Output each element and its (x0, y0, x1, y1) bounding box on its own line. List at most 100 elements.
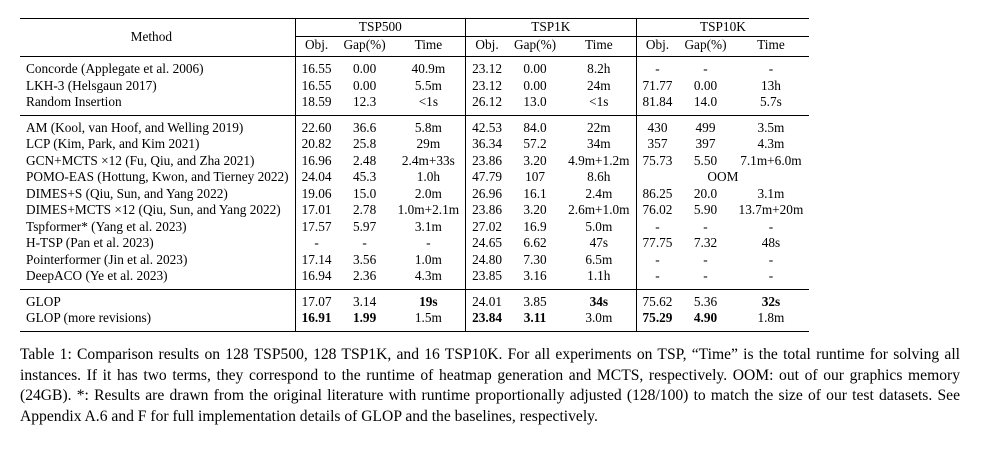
value-cell: 32s (732, 288, 810, 310)
best-value: 3.11 (523, 310, 547, 325)
value-cell: 22m (562, 114, 637, 136)
value-cell: 17.14 (294, 251, 338, 268)
method-cell: LKH-3 (Helsgaun 2017) (26, 77, 157, 93)
method-cell: DIMES+MCTS ×12 (Qiu, Sun, and Yang 2022) (26, 202, 281, 217)
value-cell: 12.3 (352, 94, 377, 109)
group-header-tsp500: TSP500 (294, 18, 466, 37)
value-cell: 13.0 (523, 94, 547, 109)
value-cell: 0.00 (337, 56, 392, 78)
table-row: Concorde (Applegate et al. 2006) 16.55 0.0… (20, 56, 810, 78)
value-cell: 23.86 (465, 202, 508, 219)
value-cell: 19s (391, 288, 466, 310)
value-cell: 2.4m+33s (401, 152, 455, 168)
value-cell: - (426, 235, 431, 250)
method-cell: Random Insertion (26, 94, 122, 109)
method-cell: GLOP (more revisions) (20, 310, 296, 332)
value-cell: 47.79 (465, 169, 508, 186)
value-cell: - (732, 56, 810, 78)
value-cell: - (768, 268, 774, 283)
value-cell: 18.59 (294, 94, 338, 115)
value-cell: 75.29 (635, 310, 679, 332)
value-cell: 23.12 (465, 56, 508, 78)
value-cell: 22.60 (294, 114, 338, 136)
best-value: 23.84 (472, 310, 502, 325)
value-cell: 430 (635, 114, 679, 136)
value-cell: 24.01 (465, 288, 508, 310)
value-cell: 14.0 (693, 94, 718, 109)
value-cell: 17.57 (294, 218, 338, 235)
value-cell: 57.2 (523, 136, 547, 151)
value-cell: 3.56 (352, 251, 377, 267)
value-cell: - (768, 218, 774, 234)
value-cell: 1.0m+2.1m (397, 202, 460, 217)
value-cell: 2.48 (352, 152, 377, 168)
value-cell: - (703, 218, 708, 234)
table-row: DIMES+S (Qiu, Sun, and Yang 2022) 19.06 15… (20, 185, 809, 202)
value-cell: 13h (760, 77, 781, 93)
method-cell: LCP (Kim, Park, and Kim 2021) (26, 136, 200, 151)
method-cell: POMO-EAS (Hottung, Kwon, and Tierney 202… (26, 169, 289, 184)
value-cell: 5.8m (391, 114, 466, 136)
value-cell: 1.0h (416, 169, 440, 184)
subheader-obj: Obj. (294, 36, 338, 57)
best-value: 32s (761, 293, 781, 309)
value-cell: 2.0m (414, 185, 442, 201)
value-cell: 5.5m (414, 77, 442, 93)
method-cell: Tspformer* (Yang et al. 2023) (26, 218, 187, 234)
value-cell: 84.0 (508, 114, 563, 136)
value-cell: 2.36 (352, 268, 377, 283)
value-cell: 23.84 (465, 310, 508, 332)
value-cell: 23.86 (465, 152, 508, 169)
results-table: Method TSP500 TSP1K TSP10K Obj. Gap(%) T… (20, 18, 810, 332)
method-cell: H-TSP (Pan et al. 2023) (26, 235, 154, 250)
value-cell: 16.55 (294, 56, 338, 78)
method-cell: AM (Kool, van Hoof, and Welling 2019) (20, 114, 296, 136)
value-cell: 3.20 (523, 202, 547, 217)
table-row: GCN+MCTS ×12 (Fu, Qiu, and Zha 2021) 16.9… (20, 152, 809, 169)
value-cell: 3.1m (757, 185, 785, 201)
value-cell: 3.1m (414, 218, 442, 234)
value-cell: 6.62 (523, 235, 547, 250)
method-cell: GCN+MCTS ×12 (Fu, Qiu, and Zha 2021) (26, 152, 255, 168)
value-cell: 4.9m+1.2m (568, 152, 630, 168)
table-row: POMO-EAS (Hottung, Kwon, and Tierney 202… (20, 169, 810, 186)
value-cell: 3.20 (523, 152, 547, 168)
subheader-obj: Obj. (635, 36, 679, 57)
value-cell: 16.96 (294, 152, 338, 169)
value-cell: 499 (678, 114, 733, 136)
value-cell: 3.16 (523, 268, 547, 283)
value-cell: <1s (589, 94, 609, 109)
value-cell: 23.85 (465, 268, 508, 289)
value-cell: 8.6h (587, 169, 611, 184)
table-row: LKH-3 (Helsgaun 2017) 16.55 0.00 5.5m 23.12 0… (20, 77, 809, 94)
value-cell: 42.53 (465, 114, 508, 136)
method-cell: DIMES+S (Qiu, Sun, and Yang 2022) (26, 185, 228, 201)
value-cell: 1.5m (391, 310, 466, 332)
value-cell: 34s (562, 288, 637, 310)
table-caption: Table 1: Comparison results on 128 TSP50… (20, 346, 960, 425)
best-value: 16.91 (301, 310, 332, 325)
table-row: LCP (Kim, Park, and Kim 2021) 20.82 25.8 29… (20, 136, 809, 153)
method-cell: Concorde (Applegate et al. 2006) (20, 56, 296, 78)
value-cell: 40.9m (391, 56, 466, 78)
value-cell: 397 (695, 136, 716, 151)
value-cell: <1s (418, 94, 439, 109)
value-cell: - (362, 235, 367, 250)
best-value: 19s (419, 293, 438, 309)
subheader-time: Time (585, 36, 613, 52)
value-cell: 357 (635, 136, 679, 153)
table-row: AM (Kool, van Hoof, and Welling 2019) 22.… (20, 114, 810, 136)
value-cell: 76.02 (635, 202, 679, 219)
value-cell: 23.12 (465, 77, 508, 94)
value-cell: - (768, 251, 774, 267)
value-cell: 8.2h (562, 56, 637, 78)
value-cell: - (678, 56, 733, 78)
value-cell: 5.7s (760, 94, 782, 109)
value-cell: 26.12 (465, 94, 508, 115)
value-cell: 77.75 (635, 235, 679, 252)
value-cell: 29m (416, 136, 441, 151)
value-cell: 3.0m (562, 310, 637, 332)
value-cell: 15.0 (352, 185, 377, 201)
value-cell: 16.9 (523, 218, 547, 234)
table-row: Tspformer* (Yang et al. 2023) 17.57 5.97 3.… (20, 218, 809, 235)
